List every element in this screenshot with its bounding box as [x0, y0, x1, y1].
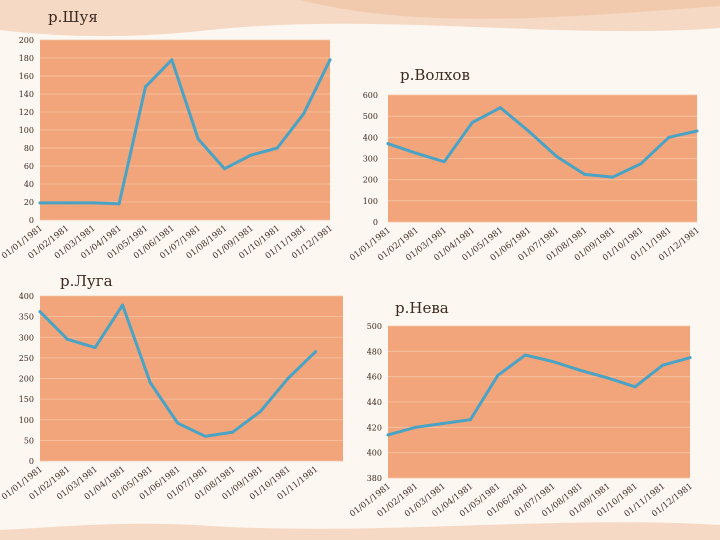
data-point — [91, 201, 95, 205]
data-point — [176, 421, 180, 425]
y-tick-label: 100 — [19, 126, 34, 135]
chart-2: 010020030040050060001/01/198101/02/19810… — [348, 66, 702, 264]
y-tick-label: 440 — [367, 398, 382, 407]
chart-title: р.Шуя — [48, 8, 98, 26]
data-point — [413, 425, 417, 429]
chart-4: 38040042044046048050001/01/198101/02/198… — [348, 299, 695, 520]
data-point — [386, 433, 390, 437]
data-point — [695, 129, 699, 133]
data-point — [223, 167, 227, 171]
data-point — [249, 153, 253, 157]
y-tick-label: 150 — [19, 395, 34, 404]
data-point — [414, 151, 418, 155]
data-point — [313, 350, 317, 354]
y-tick-label: 20 — [24, 198, 34, 207]
y-tick-label: 0 — [29, 216, 34, 225]
y-tick-label: 480 — [367, 347, 382, 356]
data-point — [170, 58, 174, 62]
data-point — [38, 310, 42, 314]
chart-1: 02040608010012014016018020001/01/198101/… — [0, 8, 335, 262]
data-point — [526, 129, 530, 133]
data-point — [583, 172, 587, 176]
y-tick-label: 300 — [363, 155, 378, 164]
data-point — [258, 410, 262, 413]
y-tick-label: 100 — [19, 416, 34, 425]
chart-title: р.Волхов — [400, 66, 470, 84]
y-tick-label: 100 — [363, 197, 378, 206]
data-point — [498, 106, 502, 110]
data-point — [496, 373, 500, 377]
data-point — [578, 368, 582, 372]
y-tick-label: 180 — [19, 54, 34, 63]
y-tick-label: 80 — [24, 144, 34, 153]
y-tick-label: 250 — [19, 354, 34, 363]
data-point — [328, 58, 332, 62]
data-point — [203, 434, 207, 438]
data-point — [38, 201, 42, 205]
y-tick-label: 500 — [367, 322, 382, 331]
data-point — [196, 137, 200, 141]
chart-title: р.Нева — [395, 299, 449, 317]
data-point — [667, 135, 671, 139]
y-tick-label: 0 — [29, 457, 34, 466]
data-point — [93, 346, 97, 350]
series-line — [386, 353, 692, 437]
data-point — [275, 146, 279, 150]
data-point — [64, 201, 68, 205]
data-point — [286, 377, 290, 380]
chart-title: р.Луга — [60, 272, 113, 290]
chart-3: 05010015020025030035040001/01/198101/02/… — [0, 272, 343, 503]
y-tick-label: 200 — [363, 176, 378, 185]
y-tick-label: 460 — [367, 373, 382, 382]
data-point — [442, 160, 446, 164]
data-point — [523, 353, 527, 357]
data-point — [121, 303, 125, 307]
y-tick-label: 60 — [24, 162, 34, 171]
y-tick-label: 0 — [373, 218, 378, 227]
data-point — [688, 356, 692, 360]
data-point — [148, 381, 152, 385]
data-point — [143, 85, 147, 89]
series-line — [38, 58, 332, 206]
y-tick-label: 350 — [19, 313, 34, 322]
data-point — [633, 385, 637, 389]
y-tick-label: 50 — [24, 436, 34, 445]
y-tick-label: 380 — [367, 474, 382, 483]
data-point — [639, 162, 643, 166]
y-tick-label: 400 — [367, 449, 382, 458]
y-tick-label: 40 — [24, 180, 34, 189]
top-ribbon-accent — [300, 0, 720, 19]
data-point — [661, 363, 665, 367]
data-point — [606, 376, 610, 380]
data-point — [386, 142, 390, 146]
y-tick-label: 420 — [367, 423, 382, 432]
data-point — [555, 154, 559, 158]
data-point — [302, 112, 306, 116]
data-point — [470, 121, 474, 125]
data-point — [66, 337, 70, 341]
y-tick-label: 500 — [363, 112, 378, 121]
data-point — [468, 418, 472, 422]
data-point — [231, 430, 235, 434]
y-tick-label: 200 — [19, 375, 34, 384]
y-tick-label: 400 — [363, 133, 378, 142]
y-tick-label: 200 — [19, 36, 34, 45]
y-tick-label: 140 — [19, 90, 34, 99]
y-tick-label: 600 — [363, 91, 378, 100]
bottom-ribbon — [0, 522, 720, 540]
data-point — [611, 175, 615, 179]
y-tick-label: 120 — [19, 108, 34, 117]
data-point — [441, 422, 445, 426]
series-line — [386, 106, 699, 179]
y-tick-label: 300 — [19, 333, 34, 342]
data-point — [117, 202, 121, 206]
y-tick-label: 400 — [19, 292, 34, 301]
data-point — [551, 359, 555, 363]
y-tick-label: 160 — [19, 72, 34, 81]
